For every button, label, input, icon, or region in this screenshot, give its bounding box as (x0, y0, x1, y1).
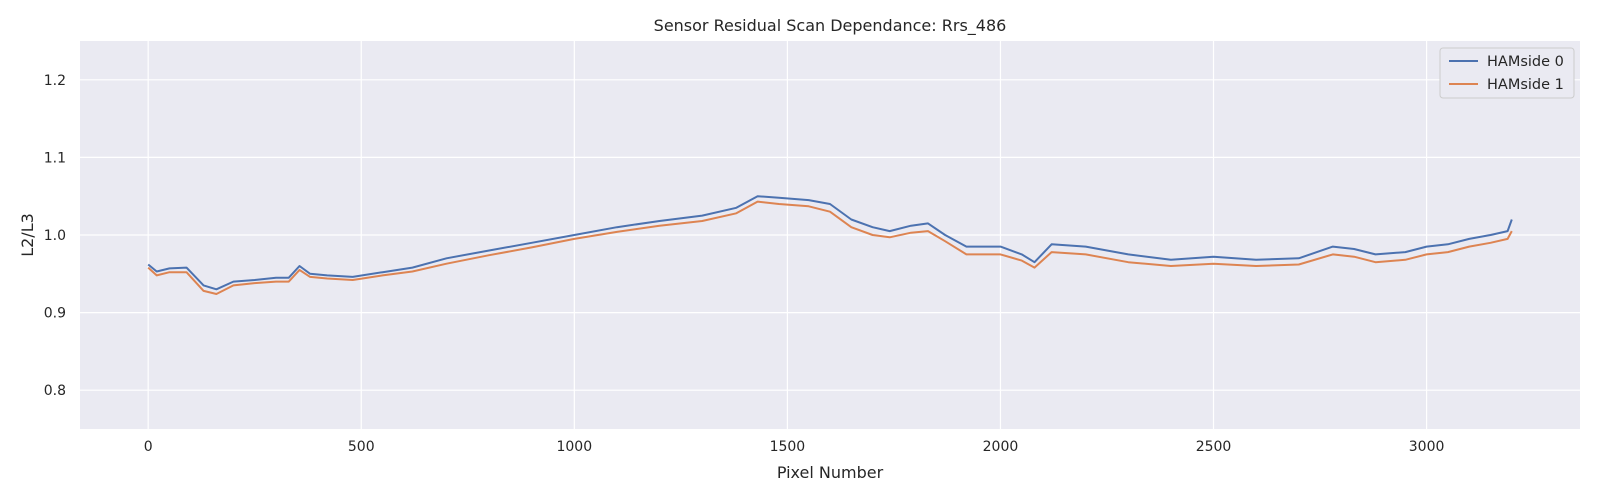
tick-labels: 0 500 1000 1500 2000 2500 3000 0.8 0.9 1.0 1.1 1.2 (44, 73, 1445, 455)
x-axis-label: Pixel Number (777, 463, 884, 482)
y-tick-label: 1.0 (44, 228, 66, 244)
legend-label-hamside-1: HAMside 1 (1487, 77, 1564, 93)
y-tick-label: 0.8 (44, 383, 66, 399)
x-tick-label: 500 (348, 439, 375, 455)
legend-label-hamside-0: HAMside 0 (1487, 54, 1564, 70)
x-tick-label: 2000 (983, 439, 1019, 455)
series-lines (147, 195, 1513, 295)
y-tick-label: 1.2 (44, 73, 66, 89)
y-tick-label: 1.1 (44, 150, 66, 166)
series-line-hamside-1 (147, 200, 1513, 295)
y-tick-label: 0.9 (44, 306, 66, 322)
x-tick-label: 1500 (770, 439, 806, 455)
y-axis-label: L2/L3 (18, 213, 37, 257)
x-tick-label: 0 (144, 439, 153, 455)
x-tick-label: 2500 (1196, 439, 1232, 455)
x-tick-label: 3000 (1409, 439, 1445, 455)
grid-lines (80, 41, 1580, 429)
series-line-hamside-0 (147, 195, 1513, 291)
legend: HAMside 0 HAMside 1 (1439, 47, 1575, 99)
chart-title: Sensor Residual Scan Dependance: Rrs_486 (654, 16, 1007, 36)
x-tick-label: 1000 (556, 439, 592, 455)
